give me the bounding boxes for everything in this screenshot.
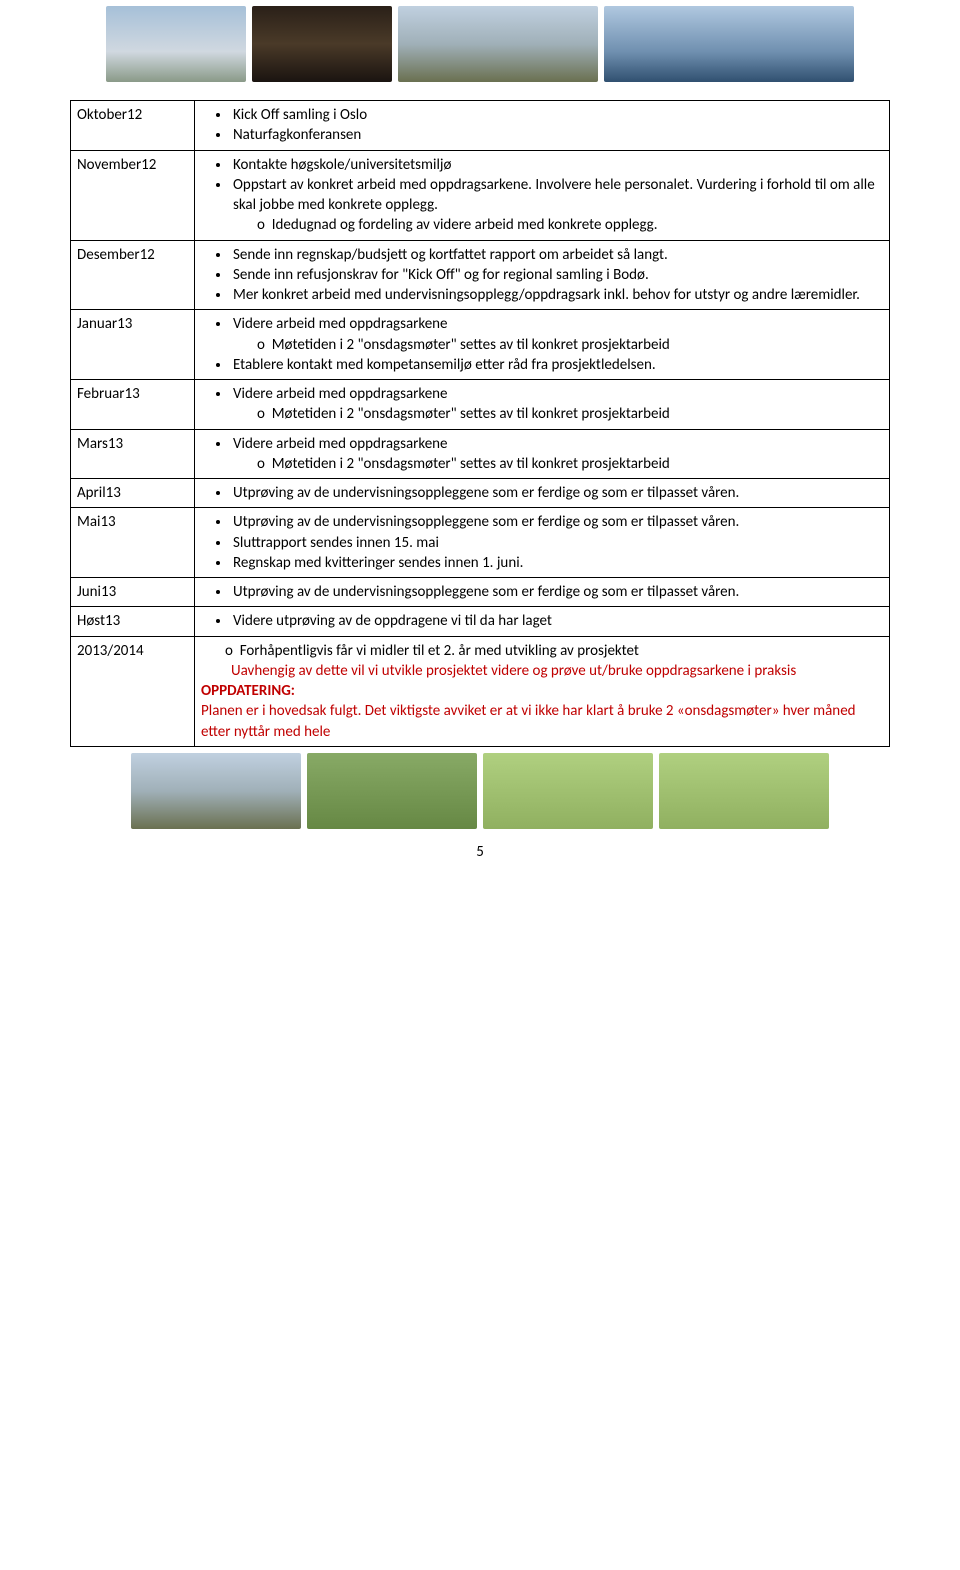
sub-bullet-item: Møtetiden i 2 "onsdagsmøter" settes av t… [257,404,883,424]
content-cell: Kick Off samling i Oslo Naturfagkonferan… [195,101,890,151]
bullet-item: Videre arbeid med oppdragsarkene Møtetid… [231,434,883,475]
content-cell: Videre utprøving av de oppdragene vi til… [195,607,890,636]
page-number: 5 [0,835,960,871]
footer-photo-strip [0,747,960,835]
month-cell: Oktober12 [71,101,195,151]
content-cell: Sende inn regnskap/budsjett og kortfatte… [195,240,890,310]
table-row: April13 Utprøving av de undervisningsopp… [71,479,890,508]
table-row: Desember12 Sende inn regnskap/budsjett o… [71,240,890,310]
schedule-table: Oktober12 Kick Off samling i Oslo Naturf… [70,100,890,747]
content-cell: Utprøving av de undervisningsoppleggene … [195,508,890,578]
content-cell: Kontakte høgskole/universitetsmiljø Opps… [195,150,890,240]
bullet-text: Oppstart av konkret arbeid med oppdragsa… [233,176,875,214]
table-row: November12 Kontakte høgskole/universitet… [71,150,890,240]
month-cell: Januar13 [71,310,195,380]
month-cell: Juni13 [71,578,195,607]
page-body: Oktober12 Kick Off samling i Oslo Naturf… [0,88,960,747]
sub-bullet-item: Møtetiden i 2 "onsdagsmøter" settes av t… [257,454,883,474]
table-row: Mai13 Utprøving av de undervisningsopple… [71,508,890,578]
bullet-text: Videre arbeid med oppdragsarkene [233,315,448,333]
bullet-item: Kick Off samling i Oslo [231,105,883,125]
table-row: 2013/2014 Forhåpentligvis får vi midler … [71,636,890,746]
bullet-item: Videre arbeid med oppdragsarkene Møtetid… [231,384,883,425]
bullet-text: Videre arbeid med oppdragsarkene [233,385,448,403]
bullet-item: Utprøving av de undervisningsoppleggene … [231,512,883,532]
header-photo-1 [106,6,246,82]
footer-photo-2 [307,753,477,829]
month-cell: November12 [71,150,195,240]
content-cell: Videre arbeid med oppdragsarkene Møtetid… [195,429,890,479]
table-row: Januar13 Videre arbeid med oppdragsarken… [71,310,890,380]
content-cell: Videre arbeid med oppdragsarkene Møtetid… [195,310,890,380]
table-row: Oktober12 Kick Off samling i Oslo Naturf… [71,101,890,151]
bullet-item: Videre arbeid med oppdragsarkene Møtetid… [231,314,883,355]
footer-photo-3 [483,753,653,829]
header-photo-strip [0,0,960,88]
bullet-item: Sende inn refusjonskrav for "Kick Off" o… [231,265,883,285]
footer-photo-4 [659,753,829,829]
table-row: Høst13 Videre utprøving av de oppdragene… [71,607,890,636]
bullet-item: Utprøving av de undervisningsoppleggene … [231,483,883,503]
content-cell: Videre arbeid med oppdragsarkene Møtetid… [195,380,890,430]
bullet-item: Regnskap med kvitteringer sendes innen 1… [231,553,883,573]
month-cell: Mars13 [71,429,195,479]
bullet-item: Oppstart av konkret arbeid med oppdragsa… [231,175,883,236]
month-cell: Høst13 [71,607,195,636]
red-note: Uavhengig av dette vil vi utvikle prosje… [201,661,883,681]
header-photo-3 [398,6,598,82]
content-cell: Utprøving av de undervisningsoppleggene … [195,578,890,607]
month-cell: Desember12 [71,240,195,310]
sub-bullet-item: Idedugnad og fordeling av videre arbeid … [257,215,883,235]
month-cell: Februar13 [71,380,195,430]
table-row: Mars13 Videre arbeid med oppdragsarkene … [71,429,890,479]
table-row: Juni13 Utprøving av de undervisningsoppl… [71,578,890,607]
bullet-item: Sluttrapport sendes innen 15. mai [231,533,883,553]
table-row: Februar13 Videre arbeid med oppdragsarke… [71,380,890,430]
header-photo-4 [604,6,854,82]
sub-bullet-item: Møtetiden i 2 "onsdagsmøter" settes av t… [257,335,883,355]
header-photo-2 [252,6,392,82]
bullet-item: Naturfagkonferansen [231,125,883,145]
month-cell: April13 [71,479,195,508]
month-cell: Mai13 [71,508,195,578]
content-cell: Utprøving av de undervisningsoppleggene … [195,479,890,508]
footer-photo-1 [131,753,301,829]
red-note: Planen er i hovedsak fulgt. Det viktigst… [201,701,883,742]
bullet-item: Kontakte høgskole/universitetsmiljø [231,155,883,175]
update-heading: OPPDATERING: [201,681,883,701]
bullet-item: Etablere kontakt med kompetansemiljø ett… [231,355,883,375]
bullet-item: Utprøving av de undervisningsoppleggene … [231,582,883,602]
bullet-item: Videre utprøving av de oppdragene vi til… [231,611,883,631]
bullet-text: Videre arbeid med oppdragsarkene [233,435,448,453]
content-cell: Forhåpentligvis får vi midler til et 2. … [195,636,890,746]
sub-bullet-item: Forhåpentligvis får vi midler til et 2. … [225,641,883,661]
bullet-item: Mer konkret arbeid med undervisningsoppl… [231,285,883,305]
bullet-item: Sende inn regnskap/budsjett og kortfatte… [231,245,883,265]
month-cell: 2013/2014 [71,636,195,746]
